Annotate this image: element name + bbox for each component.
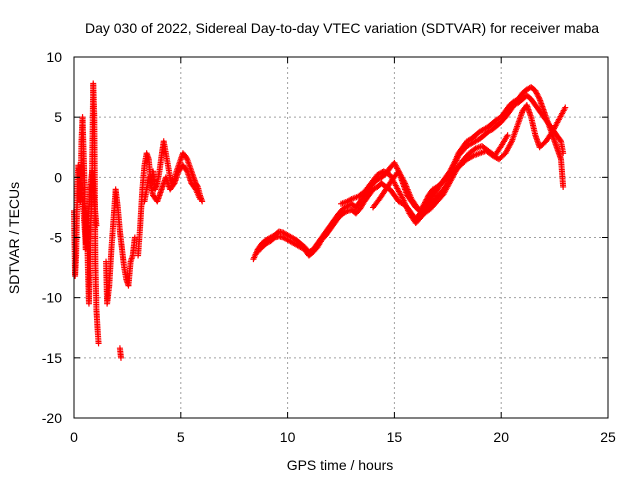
data-markers bbox=[71, 80, 569, 361]
x-tick-label: 10 bbox=[280, 429, 296, 445]
data-point bbox=[183, 167, 190, 174]
data-point bbox=[93, 222, 100, 229]
y-tick-label: -10 bbox=[42, 290, 62, 306]
x-tick-label: 0 bbox=[70, 429, 78, 445]
y-tick-label: 10 bbox=[46, 49, 62, 65]
y-tick-label: -15 bbox=[42, 350, 62, 366]
x-tick-label: 5 bbox=[177, 429, 185, 445]
x-tick-label: 20 bbox=[493, 429, 509, 445]
data-point bbox=[95, 340, 102, 347]
chart-title: Day 030 of 2022, Sidereal Day-to-day VTE… bbox=[85, 20, 599, 36]
data-point bbox=[504, 132, 511, 139]
data-point bbox=[197, 195, 204, 202]
y-tick-label: -5 bbox=[50, 230, 63, 246]
data-point bbox=[183, 155, 190, 162]
data-point bbox=[170, 181, 177, 188]
x-tick-label: 15 bbox=[387, 429, 403, 445]
data-point bbox=[560, 183, 567, 190]
data-point bbox=[560, 150, 567, 157]
x-axis-label: GPS time / hours bbox=[287, 457, 394, 473]
y-tick-label: -20 bbox=[42, 410, 62, 426]
axis-ticks bbox=[73, 56, 609, 419]
y-tick-label: 5 bbox=[54, 109, 62, 125]
data-point bbox=[557, 137, 564, 144]
data-point bbox=[562, 104, 569, 111]
y-tick-label: 0 bbox=[54, 169, 62, 185]
data-point bbox=[469, 153, 476, 160]
y-axis-label: SDTVAR / TECUs bbox=[6, 182, 22, 294]
tick-labels: 0 5 10 15 20 25 -20 -15 -10 -5 0 5 10 bbox=[42, 49, 616, 445]
data-point bbox=[117, 354, 124, 361]
x-tick-label: 25 bbox=[600, 429, 616, 445]
